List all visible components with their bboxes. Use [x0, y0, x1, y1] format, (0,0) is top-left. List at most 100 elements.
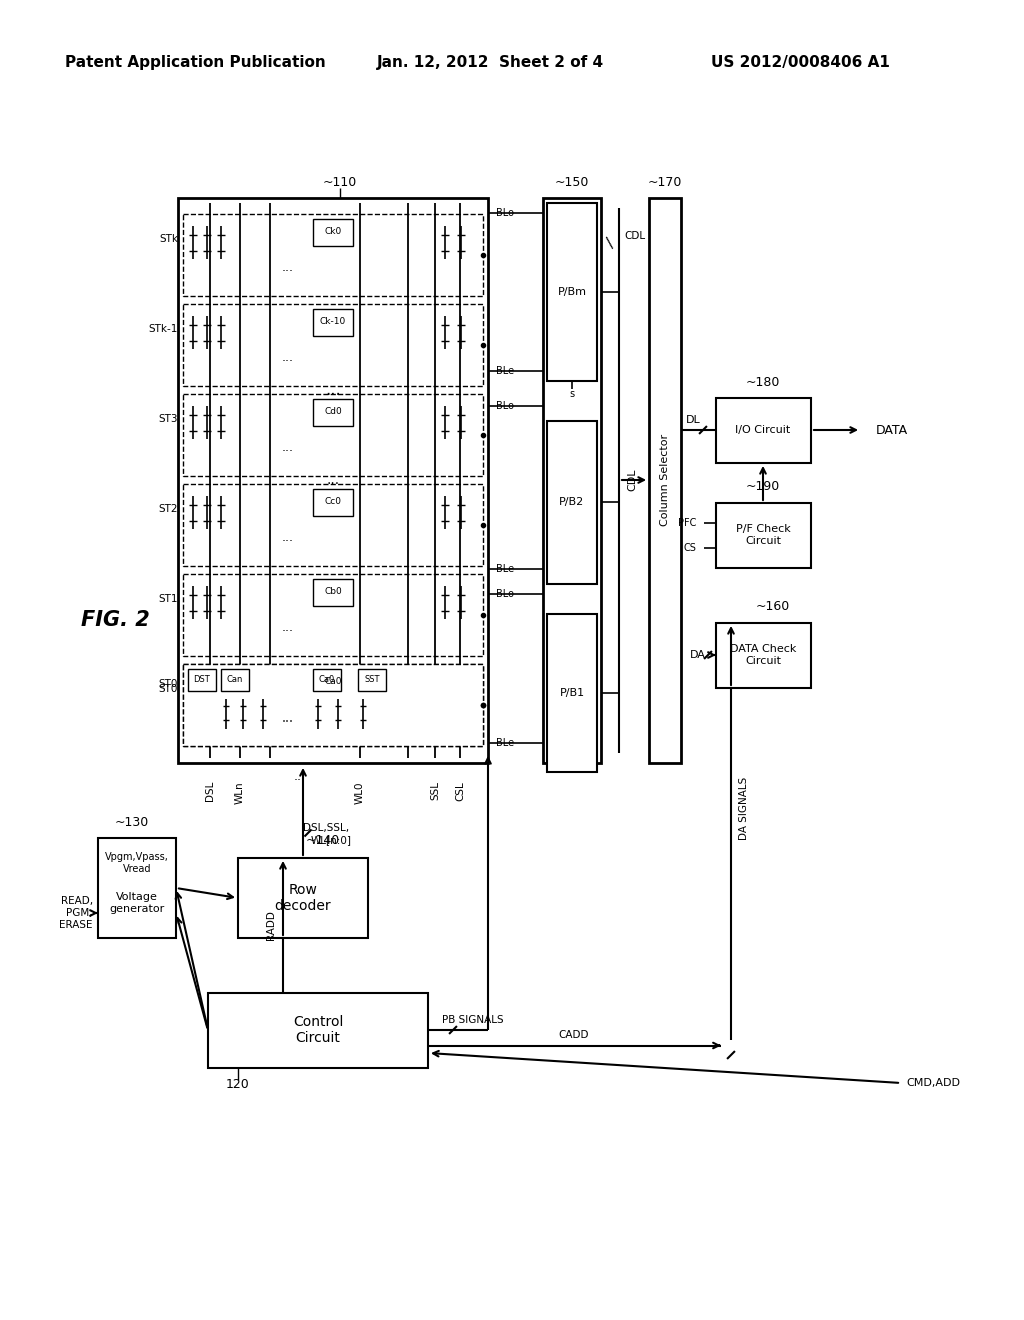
Text: ...: ... [282, 351, 294, 364]
Text: Cb0: Cb0 [325, 587, 342, 597]
Text: DSL: DSL [205, 781, 215, 801]
Bar [716, 503, 811, 568]
Text: ST1: ST1 [159, 594, 178, 603]
Bar [313, 309, 353, 337]
Bar [208, 993, 428, 1068]
Text: Row
decoder: Row decoder [274, 883, 332, 913]
Text: WL[n:0]: WL[n:0] [311, 836, 352, 845]
Text: READ,
PGM,
ERASE: READ, PGM, ERASE [59, 896, 93, 929]
Text: BLo: BLo [496, 589, 514, 599]
Text: ~190: ~190 [745, 480, 780, 494]
Bar [547, 421, 597, 583]
Text: ~140: ~140 [306, 833, 340, 846]
Text: s: s [569, 389, 574, 399]
Text: ST2: ST2 [159, 504, 178, 513]
Bar [313, 219, 353, 246]
Text: ~130: ~130 [115, 816, 150, 829]
Text: Ck-10: Ck-10 [319, 318, 346, 326]
Text: BLe: BLe [496, 564, 514, 574]
Text: ...: ... [294, 770, 306, 783]
Bar [313, 669, 341, 690]
Text: P/F Check
Circuit: P/F Check Circuit [735, 524, 791, 545]
Text: ~110: ~110 [323, 176, 357, 189]
Bar [183, 214, 483, 296]
Bar [183, 304, 483, 385]
Text: ~180: ~180 [745, 375, 780, 388]
Text: US 2012/0008406 A1: US 2012/0008406 A1 [711, 54, 890, 70]
Text: I/O Circuit: I/O Circuit [735, 425, 791, 436]
Bar [547, 203, 597, 381]
Bar [238, 858, 368, 939]
Text: STk: STk [159, 234, 178, 244]
Text: DL: DL [686, 414, 700, 425]
Text: ~150: ~150 [555, 176, 589, 189]
Bar [98, 838, 176, 939]
Text: ...: ... [282, 710, 294, 723]
Text: ...: ... [282, 620, 294, 634]
Text: BLo: BLo [496, 401, 514, 411]
Text: Ca0: Ca0 [318, 676, 335, 685]
Bar [183, 664, 483, 746]
Text: BLe: BLe [496, 366, 514, 376]
Text: ...: ... [282, 441, 294, 454]
Text: ...: ... [282, 713, 294, 726]
Text: Voltage
generator: Voltage generator [110, 892, 165, 913]
Bar [313, 579, 353, 606]
Text: CDL: CDL [624, 231, 645, 242]
Bar [716, 623, 811, 688]
Text: WL0: WL0 [355, 781, 365, 804]
Bar [313, 669, 353, 696]
Bar [221, 669, 249, 690]
Text: ST0: ST0 [159, 684, 178, 693]
Text: WLn: WLn [234, 781, 245, 804]
Bar [183, 484, 483, 566]
Bar [178, 198, 488, 763]
Bar [358, 669, 386, 690]
Text: DATA: DATA [876, 424, 908, 437]
Text: ...: ... [282, 261, 294, 273]
Text: Column Selector: Column Selector [660, 434, 670, 527]
Text: Vpgm,Vpass,
Vread: Vpgm,Vpass, Vread [105, 853, 169, 874]
Text: Ca0: Ca0 [325, 677, 342, 686]
Text: ~170: ~170 [648, 176, 682, 189]
Bar [649, 198, 681, 763]
Text: Ck0: Ck0 [325, 227, 342, 236]
Text: ~160: ~160 [756, 601, 791, 614]
Text: SSL: SSL [430, 781, 440, 800]
Text: ST0: ST0 [159, 678, 178, 689]
Bar [716, 399, 811, 463]
Text: P/B1: P/B1 [559, 688, 585, 698]
Text: CDL: CDL [627, 469, 637, 491]
Text: 120: 120 [226, 1077, 250, 1090]
Text: Control
Circuit: Control Circuit [293, 1015, 343, 1045]
Text: PFC: PFC [678, 517, 696, 528]
Text: Jan. 12, 2012  Sheet 2 of 4: Jan. 12, 2012 Sheet 2 of 4 [377, 54, 603, 70]
Text: CS: CS [683, 543, 696, 553]
Text: CMD,ADD: CMD,ADD [906, 1078, 961, 1088]
Text: STk-1: STk-1 [148, 323, 178, 334]
Text: Cd0: Cd0 [325, 408, 342, 417]
Text: DST: DST [194, 676, 210, 685]
Text: BLo: BLo [496, 209, 514, 218]
Text: /: / [604, 236, 618, 249]
Text: P/Bm: P/Bm [557, 286, 587, 297]
Text: DSL,SSL,: DSL,SSL, [303, 822, 349, 833]
Text: ...: ... [326, 381, 341, 399]
Text: Can: Can [226, 676, 243, 685]
Text: RADD: RADD [266, 909, 276, 940]
Bar [543, 198, 601, 763]
Text: CADD: CADD [559, 1031, 589, 1040]
Bar [313, 488, 353, 516]
Text: P/B2: P/B2 [559, 498, 585, 507]
Text: Patent Application Publication: Patent Application Publication [65, 54, 326, 70]
Text: PB SIGNALS: PB SIGNALS [442, 1015, 504, 1026]
Bar [183, 393, 483, 477]
Bar [183, 664, 483, 746]
Text: SST: SST [365, 676, 380, 685]
Text: DATA Check
Circuit: DATA Check Circuit [730, 644, 797, 665]
Text: BLe: BLe [496, 738, 514, 748]
Bar [188, 669, 216, 690]
Text: ST3: ST3 [159, 413, 178, 424]
Text: ...: ... [282, 531, 294, 544]
Text: CSL: CSL [455, 781, 465, 801]
